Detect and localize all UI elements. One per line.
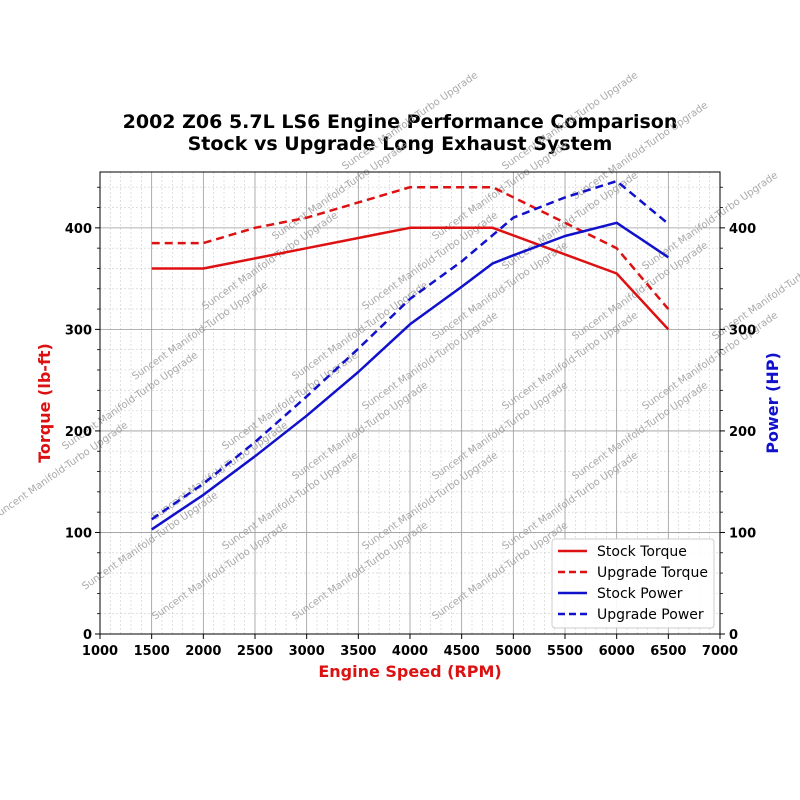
watermark-text: Suncent Manifold-Turbo Upgrade	[430, 520, 570, 622]
chart-title: 2002 Z06 5.7L LS6 Engine Performance Com…	[123, 111, 678, 133]
watermark-text: Suncent Manifold-Turbo Upgrade	[500, 450, 640, 552]
legend-box	[551, 538, 715, 629]
y-axis-right-label: Power (HP)	[763, 352, 782, 454]
watermark-text: Suncent Manifold-Turbo Upgrade	[150, 520, 290, 622]
x-tick-label: 2000	[185, 644, 221, 659]
watermark-text: Suncent Manifold-Turbo Upgrade	[640, 170, 780, 272]
y-right-tick-label: 200	[729, 425, 756, 440]
legend-label-stock-power: Stock Power	[597, 586, 683, 602]
y-left-tick-label: 0	[83, 628, 92, 643]
x-tick-label: 2500	[237, 644, 273, 659]
x-tick-label: 6500	[650, 644, 686, 659]
x-tick-label: 5000	[495, 644, 531, 659]
x-tick-label: 4500	[444, 644, 480, 659]
tick-layer: 1000 1500 2000 2500 3000 3500 4000 4500 5000 5500…	[65, 186, 756, 659]
x-tick-label: 4000	[392, 644, 428, 659]
x-tick-label: 6000	[599, 644, 635, 659]
watermark-text: Suncent Manifold-Turbo Upgrade	[500, 310, 640, 412]
y-right-tick-label: 0	[729, 628, 738, 643]
legend-label-upgrade-power: Upgrade Power	[597, 607, 704, 623]
watermark-text: Suncent Manifold-Turbo Upgrade	[220, 350, 360, 452]
legend-label-stock-torque: Stock Torque	[597, 544, 687, 560]
series-layer	[150, 179, 670, 531]
y-left-tick-label: 100	[65, 526, 92, 541]
watermark-text: Suncent Manifold-Turbo Upgrade	[360, 210, 500, 312]
x-tick-label: 7000	[702, 644, 738, 659]
x-tick-label: 1500	[134, 644, 170, 659]
series-line-stock-torque	[151, 226, 670, 331]
series-line-stock-power	[151, 221, 669, 531]
watermark-text: Suncent Manifold-Turbo Upgrade	[80, 490, 220, 592]
y-right-tick-label: 100	[729, 526, 756, 541]
legend-label-upgrade-torque: Upgrade Torque	[597, 565, 708, 581]
x-axis-label: Engine Speed (RPM)	[318, 662, 501, 681]
watermark-text: Suncent Manifold-Turbo Upgrade	[270, 140, 410, 242]
x-tick-label: 5500	[547, 644, 583, 659]
x-tick-label: 1000	[82, 644, 118, 659]
x-tick-label: 3000	[289, 644, 325, 659]
watermark-text: Suncent Manifold-Turbo Upgrade	[640, 310, 780, 412]
y-left-tick-label: 300	[65, 323, 92, 338]
y-left-tick-label: 400	[65, 222, 92, 237]
legend: Stock Torque Upgrade Torque Stock Power …	[551, 538, 715, 629]
chart-subtitle: Stock vs Upgrade Long Exhaust System	[188, 133, 613, 155]
x-tick-label: 3500	[340, 644, 376, 659]
watermark-text: Suncent Manifold-Turbo Upgrade	[570, 240, 710, 342]
y-axis-left-label: Torque (lb-ft)	[35, 343, 54, 463]
series-line-upgrade-torque	[151, 185, 670, 310]
watermark-text: Suncent Manifold-Turbo Upgrade	[360, 450, 500, 552]
series-line-upgrade-power	[150, 179, 670, 521]
y-left-tick-label: 200	[65, 425, 92, 440]
watermark-text: Suncent Manifold-Turbo Upgrade	[430, 240, 570, 342]
y-right-tick-label: 300	[729, 323, 756, 338]
y-right-tick-label: 400	[729, 222, 756, 237]
watermark-text: Suncent Manifold-Turbo Upgrade	[290, 520, 430, 622]
watermark-text: Suncent Manifold-Turbo Upgrade	[290, 280, 430, 382]
